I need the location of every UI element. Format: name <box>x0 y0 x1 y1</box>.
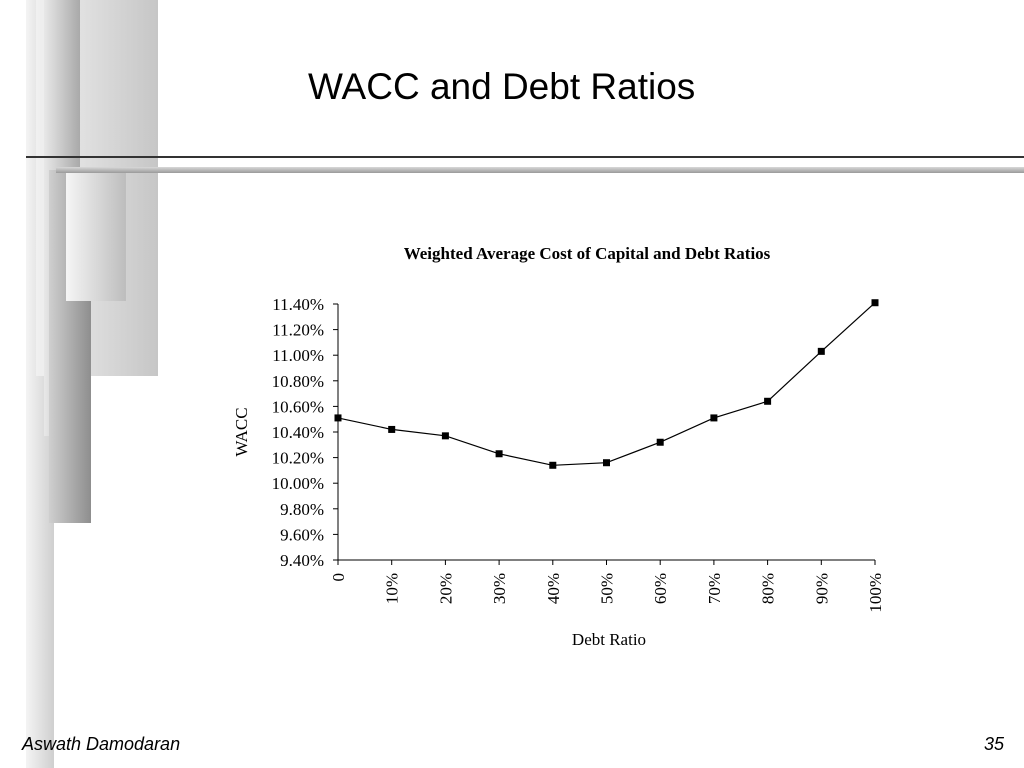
data-point <box>656 438 664 446</box>
data-point <box>603 459 610 467</box>
footer-author: Aswath Damodaran <box>22 734 181 754</box>
x-tick-label: 0 <box>329 573 348 582</box>
y-tick-label: 11.40% <box>272 295 324 314</box>
y-tick-label: 11.00% <box>272 346 324 365</box>
x-tick-label: 10% <box>383 573 402 604</box>
y-tick-label: 10.40% <box>272 423 324 442</box>
y-tick-label: 10.00% <box>272 474 324 493</box>
data-point <box>710 414 718 422</box>
decor-bar-5 <box>66 170 126 301</box>
data-point <box>871 299 879 307</box>
x-axis-label: Debt Ratio <box>572 630 646 649</box>
y-tick-label: 10.20% <box>272 449 324 468</box>
y-tick-label: 11.20% <box>272 321 324 340</box>
data-point <box>549 461 557 469</box>
title-rule-shadow <box>56 167 1024 173</box>
x-tick-label: 70% <box>705 573 724 604</box>
data-point <box>388 425 396 433</box>
x-tick-label: 80% <box>759 573 778 604</box>
y-tick-label: 9.40% <box>280 551 324 570</box>
chart-title: Weighted Average Cost of Capital and Deb… <box>404 244 771 263</box>
x-tick-label: 90% <box>812 573 831 604</box>
footer-page-number: 35 <box>983 734 1004 754</box>
x-tick-label: 60% <box>651 573 670 604</box>
y-tick-label: 10.60% <box>272 397 324 416</box>
y-axis-label: WACC <box>232 407 251 456</box>
y-tick-label: 9.60% <box>280 525 324 544</box>
x-tick-label: 20% <box>436 573 455 604</box>
x-tick-label: 30% <box>490 573 509 604</box>
x-tick-label: 40% <box>544 573 563 604</box>
data-point <box>817 347 825 355</box>
x-tick-label: 50% <box>598 573 617 604</box>
slide-title: WACC and Debt Ratios <box>308 66 696 107</box>
data-point <box>334 414 342 422</box>
y-tick-label: 10.80% <box>272 372 324 391</box>
wacc-series-line <box>337 302 876 466</box>
x-tick-label: 100% <box>866 573 885 613</box>
data-point <box>764 397 772 405</box>
data-point <box>495 450 503 458</box>
y-tick-label: 9.80% <box>280 500 324 519</box>
title-rule <box>26 156 1024 158</box>
data-point <box>441 432 449 440</box>
